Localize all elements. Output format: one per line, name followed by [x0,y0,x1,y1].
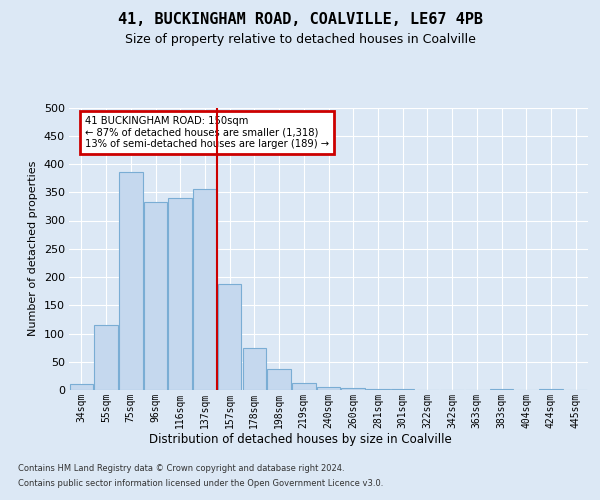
Bar [119,172,143,390]
Bar [218,284,241,390]
Bar [317,387,340,390]
Text: Distribution of detached houses by size in Coalville: Distribution of detached houses by size … [149,432,451,446]
Bar [292,383,316,390]
Text: Contains public sector information licensed under the Open Government Licence v3: Contains public sector information licen… [18,479,383,488]
Bar [144,202,167,390]
Text: 41 BUCKINGHAM ROAD: 150sqm
← 87% of detached houses are smaller (1,318)
13% of s: 41 BUCKINGHAM ROAD: 150sqm ← 87% of deta… [85,116,329,149]
Text: 41, BUCKINGHAM ROAD, COALVILLE, LE67 4PB: 41, BUCKINGHAM ROAD, COALVILLE, LE67 4PB [118,12,482,28]
Bar [341,388,365,390]
Bar [242,348,266,390]
Bar [193,190,217,390]
Bar [70,384,93,390]
Bar [268,369,291,390]
Text: Size of property relative to detached houses in Coalville: Size of property relative to detached ho… [125,32,475,46]
Bar [490,389,513,390]
Text: Contains HM Land Registry data © Crown copyright and database right 2024.: Contains HM Land Registry data © Crown c… [18,464,344,473]
Y-axis label: Number of detached properties: Number of detached properties [28,161,38,336]
Bar [169,198,192,390]
Bar [94,325,118,390]
